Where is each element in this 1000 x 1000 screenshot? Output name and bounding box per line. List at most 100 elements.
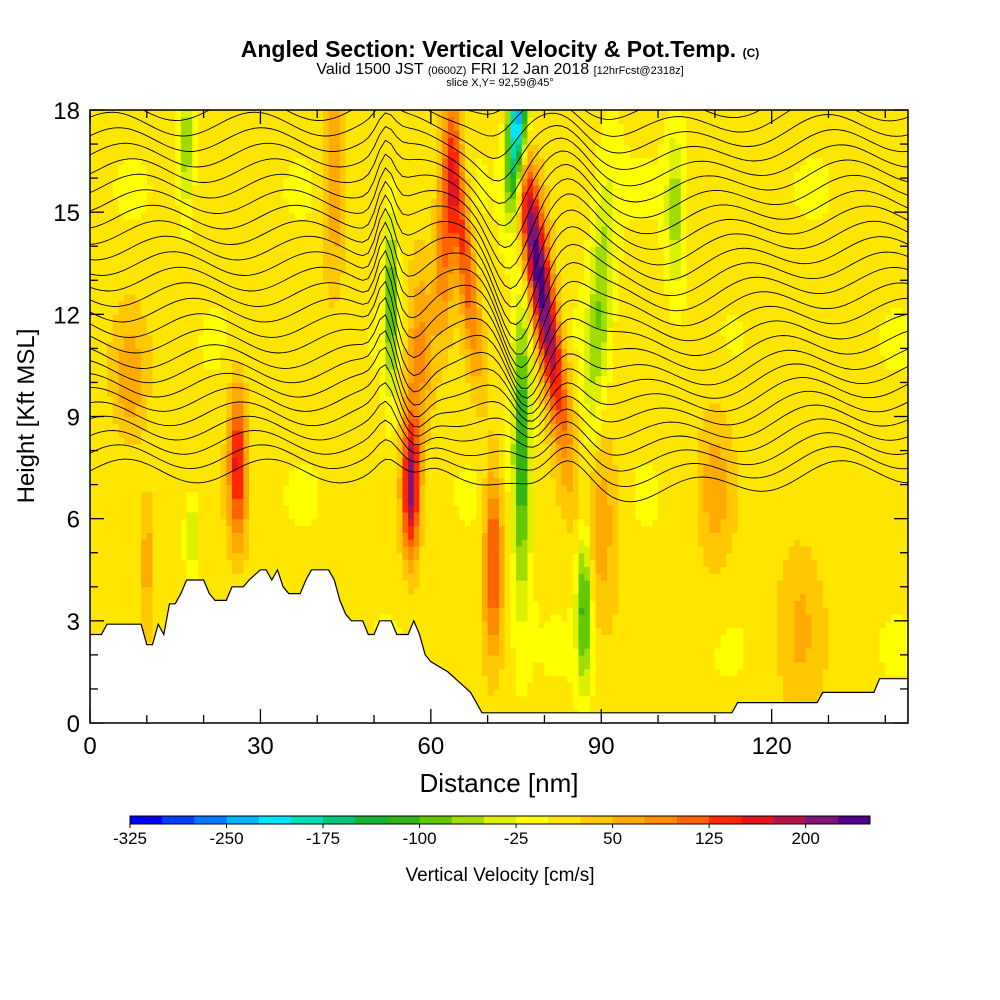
- velocity-cell: [561, 307, 574, 315]
- velocity-cell: [527, 375, 534, 384]
- velocity-cell: [510, 375, 517, 384]
- velocity-cell: [430, 218, 438, 227]
- velocity-cell: [493, 205, 506, 213]
- velocity-cell: [561, 314, 574, 322]
- velocity-cell: [504, 130, 511, 138]
- velocity-cell: [339, 198, 347, 206]
- velocity-cell: [533, 239, 540, 247]
- velocity-cell: [504, 464, 511, 472]
- velocity-cell: [152, 389, 227, 397]
- velocity-cell: [516, 682, 528, 690]
- velocity-cell: [584, 389, 602, 397]
- velocity-cell: [555, 450, 563, 458]
- velocity-cell: [499, 457, 506, 465]
- velocity-cell: [464, 375, 489, 384]
- velocity-cell: [658, 491, 699, 499]
- velocity-cell: [220, 498, 227, 506]
- velocity-cell: [589, 620, 597, 629]
- velocity-cell: [572, 695, 591, 704]
- velocity-cell: [686, 212, 807, 220]
- velocity-cell: [510, 423, 517, 431]
- velocity-cell: [447, 348, 460, 356]
- velocity-cell: [141, 375, 154, 384]
- velocity-cell: [697, 539, 733, 547]
- velocity-cell: [595, 150, 631, 159]
- velocity-cell: [510, 457, 517, 465]
- velocity-cell: [226, 382, 233, 390]
- velocity-cell: [487, 171, 494, 179]
- velocity-cell: [90, 334, 114, 343]
- velocity-cell: [703, 559, 727, 567]
- velocity-cell: [112, 416, 148, 424]
- velocity-cell: [124, 436, 142, 445]
- velocity-cell: [499, 144, 506, 152]
- pot-temp-contour: [90, 0, 908, 30]
- velocity-cell: [612, 334, 727, 343]
- velocity-cell: [436, 157, 443, 166]
- velocity-cell: [141, 607, 154, 615]
- velocity-cell: [470, 178, 477, 186]
- velocity-cell: [487, 545, 500, 554]
- velocity-cell: [90, 477, 222, 486]
- velocity-cell: [686, 259, 908, 268]
- velocity-cell: [90, 600, 142, 608]
- velocity-cell: [90, 321, 114, 329]
- velocity-cell: [413, 321, 421, 329]
- velocity-cell: [90, 402, 114, 411]
- velocity-cell: [476, 259, 506, 268]
- velocity-cell: [90, 212, 125, 220]
- velocity-cell: [663, 123, 688, 132]
- velocity-cell: [328, 280, 341, 288]
- velocity-cell: [686, 218, 908, 227]
- velocity-cell: [589, 232, 597, 241]
- velocity-cell: [584, 539, 591, 547]
- colorbar-tick-label: 200: [791, 829, 819, 848]
- velocity-cell: [481, 321, 489, 329]
- velocity-cell: [430, 287, 438, 295]
- velocity-cell: [504, 539, 511, 547]
- velocity-cell: [430, 409, 477, 418]
- velocity-cell: [544, 416, 551, 424]
- velocity-cell: [527, 682, 574, 690]
- velocity-cell: [180, 545, 188, 554]
- velocity-cell: [697, 436, 733, 445]
- velocity-cell: [516, 246, 523, 254]
- velocity-cell: [879, 654, 908, 663]
- velocity-cell: [527, 614, 540, 622]
- velocity-cell: [220, 443, 227, 452]
- velocity-cell: [197, 341, 227, 349]
- velocity-cell: [589, 477, 602, 486]
- velocity-cell: [595, 654, 716, 663]
- velocity-cell: [402, 436, 409, 445]
- velocity-cell: [402, 539, 409, 547]
- velocity-cell: [419, 539, 426, 547]
- velocity-cell: [499, 470, 506, 479]
- velocity-cell: [589, 593, 597, 601]
- velocity-cell: [243, 505, 250, 513]
- pot-temp-contour: [90, 112, 908, 182]
- velocity-cell: [186, 525, 199, 533]
- velocity-cell: [521, 246, 528, 254]
- velocity-cell: [442, 253, 449, 261]
- velocity-cell: [470, 382, 489, 390]
- velocity-cell: [499, 505, 506, 513]
- velocity-cell: [487, 579, 500, 588]
- velocity-cell: [419, 484, 426, 493]
- velocity-cell: [584, 362, 591, 370]
- velocity-cell: [572, 600, 580, 608]
- velocity-cell: [504, 164, 511, 172]
- velocity-cell: [470, 253, 477, 261]
- velocity-cell: [561, 389, 568, 397]
- velocity-cell: [697, 525, 710, 533]
- velocity-cell: [555, 232, 591, 241]
- velocity-cell: [487, 375, 511, 384]
- velocity-cell: [663, 287, 688, 295]
- velocity-cell: [635, 477, 659, 486]
- velocity-cell: [578, 382, 585, 390]
- velocity-cell: [584, 321, 591, 329]
- velocity-cell: [425, 355, 432, 363]
- velocity-cell: [118, 375, 142, 384]
- velocity-cell: [777, 600, 795, 608]
- velocity-cell: [504, 661, 517, 670]
- velocity-cell: [589, 280, 597, 288]
